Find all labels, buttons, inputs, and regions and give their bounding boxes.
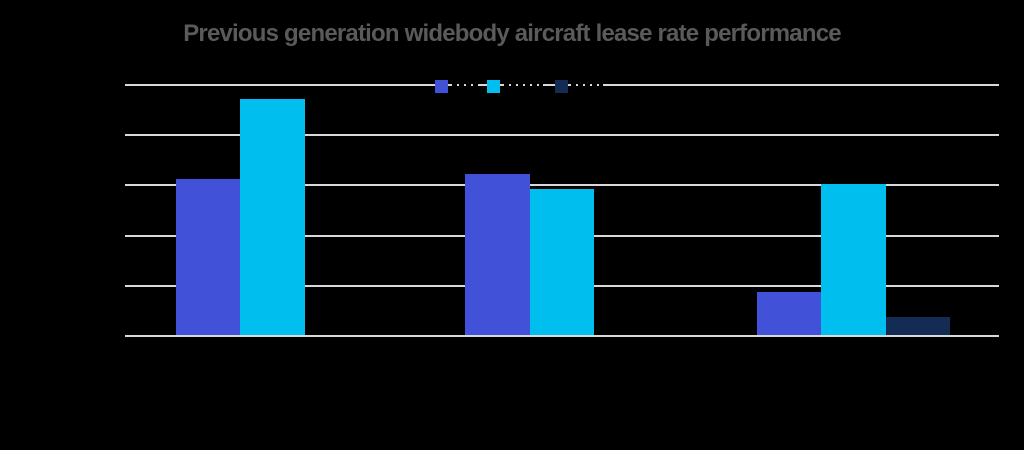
bar-group1-series2 xyxy=(240,99,305,335)
y-gridline xyxy=(125,335,999,337)
legend-label-obscured-series2 xyxy=(504,79,543,91)
bar-group1-series1 xyxy=(175,179,241,335)
bar-group3-series3 xyxy=(885,317,951,335)
bar-group2-series2 xyxy=(529,189,595,335)
legend-swatch-series3 xyxy=(555,80,568,93)
legend-swatch-series1 xyxy=(435,80,448,93)
legend-label-obscured-series3 xyxy=(571,79,603,91)
y-gridline xyxy=(125,134,999,137)
chart-title: Previous generation widebody aircraft le… xyxy=(183,20,841,47)
bar-group3-series1 xyxy=(756,292,822,335)
bar-group2-series1 xyxy=(465,174,530,335)
y-gridline xyxy=(125,184,999,187)
bar-group3-series2 xyxy=(821,184,886,335)
legend-label-obscured-series1 xyxy=(452,79,479,91)
legend-swatch-series2 xyxy=(487,80,500,93)
